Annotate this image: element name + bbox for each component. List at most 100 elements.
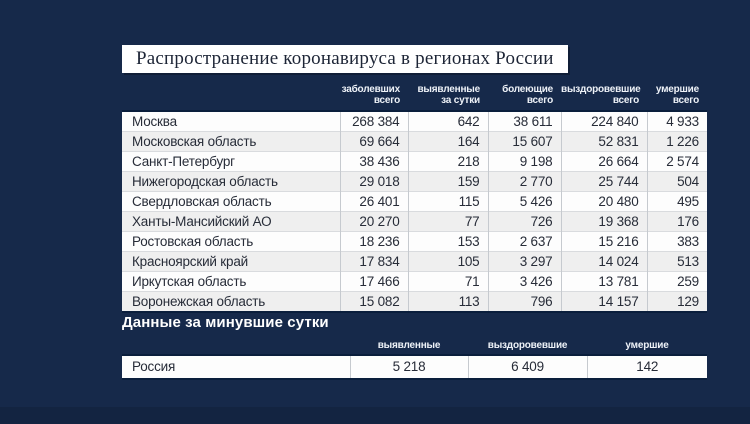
died-total-cell: 4 933 [646,110,707,132]
sick-total-cell: 9 198 [487,151,561,172]
table-row: Санкт-Петербург 38 436 218 9 198 26 664 … [122,151,707,172]
daily-died-cell: 142 [586,354,707,380]
col-header-infected-total: заболевших всего [340,84,408,111]
regions-table-section: заболевших всего выявленные за сутки болею… [122,84,707,313]
infected-total-cell: 38 436 [339,151,408,172]
region-name-cell: Московская область [122,131,340,152]
regions-table: заболевших всего выявленные за сутки болею… [122,84,707,313]
table-row: Ханты-Мансийский АО 20 270 77 726 19 368… [122,211,707,232]
region-name-cell: Красноярский край [122,251,340,272]
recovered-total-cell: 13 781 [560,271,647,292]
col-header-line: всего [373,95,400,106]
infected-total-cell: 20 270 [339,211,408,232]
detected-daily-cell: 642 [407,110,488,132]
col-header-died-total: умершие всего [647,84,707,111]
died-total-cell: 176 [646,211,707,232]
sick-total-cell: 796 [487,291,561,313]
died-total-cell: 513 [646,251,707,272]
died-total-cell: 383 [646,231,707,252]
sick-total-cell: 3 297 [487,251,561,272]
recovered-total-cell: 224 840 [560,110,647,132]
col-header-line: умершие [655,84,699,95]
daily-recovered-cell: 6 409 [467,354,587,380]
detected-daily-cell: 153 [407,231,488,252]
recovered-total-cell: 19 368 [560,211,647,232]
detected-daily-cell: 218 [407,151,488,172]
table-row: Красноярский край 17 834 105 3 297 14 02… [122,251,707,272]
died-total-cell: 1 226 [646,131,707,152]
infected-total-cell: 268 384 [339,110,408,132]
detected-daily-cell: 77 [407,211,488,232]
died-total-cell: 259 [646,271,707,292]
detected-daily-cell: 164 [407,131,488,152]
infected-total-cell: 17 466 [339,271,408,292]
daily-col-header-blank [122,340,350,355]
daily-col-header-died: умершие [625,340,669,351]
infected-total-cell: 29 018 [339,171,408,192]
table-row: Иркутская область 17 466 71 3 426 13 781… [122,271,707,292]
region-name-cell: Ростовская область [122,231,340,252]
recovered-total-cell: 25 744 [560,171,647,192]
col-header-region-blank [122,84,340,111]
daily-table-section: выявленные выздоровевшие умершие Россия … [122,340,707,380]
died-total-cell: 495 [646,191,707,212]
col-header-line: за сутки [441,95,480,106]
region-name-cell: Свердловская область [122,191,340,212]
sick-total-cell: 5 426 [487,191,561,212]
table-row: Россия 5 218 6 409 142 [122,354,707,380]
recovered-total-cell: 14 024 [560,251,647,272]
country-name-cell: Россия [122,354,350,380]
sick-total-cell: 2 770 [487,171,561,192]
table-row: Воронежская область 15 082 113 796 14 15… [122,291,707,313]
daily-detected-cell: 5 218 [349,354,468,380]
detected-daily-cell: 113 [407,291,488,313]
sick-total-cell: 15 607 [487,131,561,152]
region-name-cell: Ханты-Мансийский АО [122,211,340,232]
recovered-total-cell: 26 664 [560,151,647,172]
table-row: Московская область 69 664 164 15 607 52 … [122,131,707,152]
recovered-total-cell: 14 157 [560,291,647,313]
daily-col-header-detected: выявленные [377,340,441,351]
col-header-line: выздоровевшие [561,84,641,95]
infected-total-cell: 69 664 [339,131,408,152]
col-header-detected-daily: выявленные за сутки [408,84,488,111]
col-header-line: заболевших [341,84,401,95]
sick-total-cell: 726 [487,211,561,232]
region-name-cell: Москва [122,110,340,132]
recovered-total-cell: 20 480 [560,191,647,212]
daily-col-header-recovered: выздоровевшие [487,340,568,351]
col-header-line: всего [526,95,553,106]
col-header-line: болеющие [502,84,553,95]
table-row: Москва 268 384 642 38 611 224 840 4 933 [122,110,707,132]
daily-header-row: выявленные выздоровевшие умершие [122,340,707,355]
col-header-recovered-total: выздоровевшие всего [561,84,647,111]
died-total-cell: 504 [646,171,707,192]
daily-table: выявленные выздоровевшие умершие Россия … [122,340,707,380]
sick-total-cell: 38 611 [487,110,561,132]
region-name-cell: Воронежская область [122,291,340,313]
recovered-total-cell: 52 831 [560,131,647,152]
table-row: Нижегородская область 29 018 159 2 770 2… [122,171,707,192]
daily-section-title: Данные за минувшие сутки [122,314,329,331]
bottom-band-decoration [0,407,750,424]
region-name-cell: Иркутская область [122,271,340,292]
page-title: Распространение коронавируса в регионах … [136,48,554,69]
recovered-total-cell: 15 216 [560,231,647,252]
table-row: Ростовская область 18 236 153 2 637 15 2… [122,231,707,252]
col-header-line: выявленные [417,84,480,95]
infected-total-cell: 17 834 [339,251,408,272]
died-total-cell: 2 574 [646,151,707,172]
region-name-cell: Нижегородская область [122,171,340,192]
region-name-cell: Санкт-Петербург [122,151,340,172]
col-header-line: всего [672,95,699,106]
title-bar: Распространение коронавируса в регионах … [122,45,568,73]
detected-daily-cell: 159 [407,171,488,192]
table-row: Свердловская область 26 401 115 5 426 20… [122,191,707,212]
sick-total-cell: 2 637 [487,231,561,252]
died-total-cell: 129 [646,291,707,313]
infected-total-cell: 26 401 [339,191,408,212]
detected-daily-cell: 105 [407,251,488,272]
infected-total-cell: 18 236 [339,231,408,252]
regions-header-row: заболевших всего выявленные за сутки болею… [122,84,707,111]
